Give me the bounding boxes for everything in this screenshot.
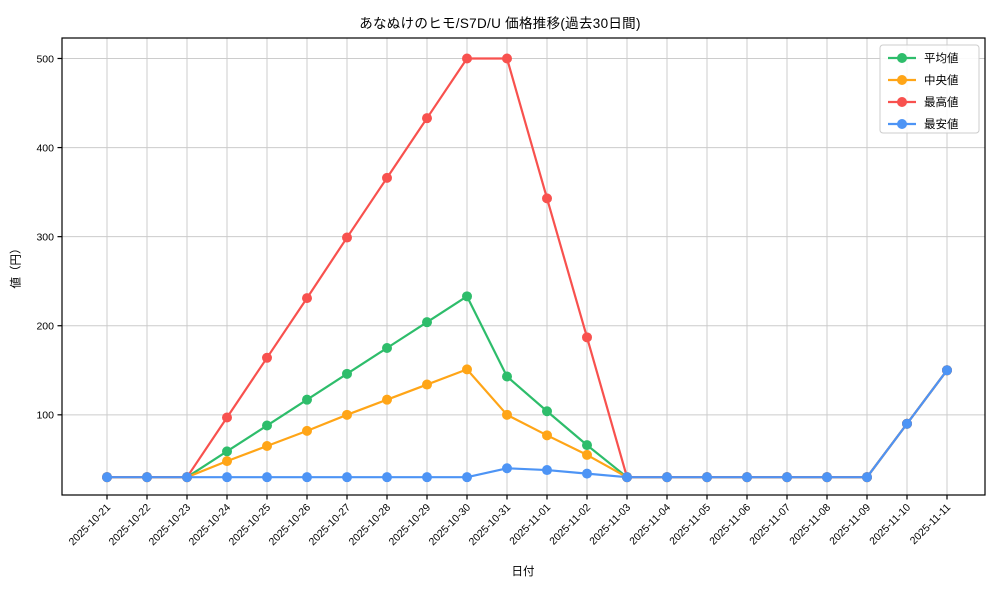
data-point-series-1 <box>502 409 512 420</box>
data-point-series-2 <box>422 113 432 124</box>
x-tick-label: 2025-10-27 <box>307 502 354 549</box>
series-line-3 <box>105 369 949 479</box>
x-tick-label: 2025-11-01 <box>507 502 553 548</box>
series-line-0 <box>105 295 949 479</box>
data-point-series-3 <box>502 463 512 474</box>
x-tick-label: 2025-10-23 <box>147 502 194 549</box>
data-point-series-2 <box>462 53 472 64</box>
x-tick-label: 2025-11-11 <box>908 502 953 547</box>
legend-swatch-marker-1 <box>897 75 907 85</box>
data-point-series-3 <box>262 472 272 483</box>
chart-title: あなぬけのヒモ/S7D/U 価格推移(過去30日間) <box>359 16 641 31</box>
legend-label-2: 最高値 <box>924 95 959 109</box>
data-point-series-2 <box>342 232 352 243</box>
x-tick-label: 2025-11-08 <box>787 502 833 548</box>
x-tick-label: 2025-11-04 <box>627 502 673 548</box>
legend-label-3: 最安値 <box>924 117 959 131</box>
x-axis-label: 日付 <box>511 566 535 578</box>
data-point-series-3 <box>102 472 112 483</box>
data-point-series-3 <box>582 468 592 479</box>
legend-swatch-marker-2 <box>897 97 907 107</box>
data-point-series-3 <box>542 465 552 476</box>
data-point-series-3 <box>222 472 232 483</box>
plot-border <box>61 37 986 496</box>
data-point-series-1 <box>342 409 352 420</box>
data-point-series-3 <box>302 472 312 483</box>
x-tick-label: 2025-10-31 <box>467 502 514 549</box>
data-point-series-0 <box>382 343 392 354</box>
data-point-series-2 <box>382 172 392 183</box>
data-point-series-2 <box>542 193 552 204</box>
y-tick-label: 100 <box>36 410 54 422</box>
data-point-series-3 <box>822 472 832 483</box>
x-tick-label: 2025-11-06 <box>707 502 753 548</box>
data-point-series-0 <box>262 420 272 431</box>
data-point-series-1 <box>422 379 432 390</box>
data-point-series-0 <box>542 406 552 417</box>
data-point-series-0 <box>502 371 512 382</box>
data-point-series-3 <box>862 472 872 483</box>
data-point-series-3 <box>742 472 752 483</box>
data-point-series-3 <box>622 472 632 483</box>
data-point-series-1 <box>302 425 312 436</box>
data-point-series-1 <box>382 394 392 405</box>
data-point-series-1 <box>222 456 232 467</box>
data-point-series-2 <box>582 332 592 343</box>
y-axis-label: 値（円） <box>10 242 23 289</box>
x-tick-label: 2025-11-09 <box>827 502 873 548</box>
x-tick-label: 2025-11-02 <box>547 502 593 548</box>
series-line-1 <box>105 368 949 479</box>
x-tick-label: 2025-10-26 <box>267 502 314 549</box>
x-tick-label: 2025-11-03 <box>587 502 633 548</box>
data-point-series-2 <box>502 53 512 64</box>
data-point-series-1 <box>262 441 272 452</box>
legend-label-0: 平均値 <box>924 52 959 65</box>
data-point-series-3 <box>422 472 432 483</box>
data-point-series-2 <box>222 412 232 423</box>
y-tick-label: 200 <box>36 321 54 333</box>
y-tick-label: 300 <box>36 231 54 243</box>
x-tick-label: 2025-11-10 <box>867 502 913 548</box>
data-point-series-1 <box>582 449 592 460</box>
x-tick-label: 2025-10-25 <box>227 502 274 549</box>
data-point-series-3 <box>342 472 352 483</box>
x-tick-label: 2025-10-29 <box>387 502 434 549</box>
data-point-series-0 <box>422 317 432 328</box>
data-point-series-3 <box>782 472 792 483</box>
data-point-series-0 <box>302 394 312 405</box>
data-point-series-3 <box>662 472 672 483</box>
legend-box <box>879 44 980 134</box>
legend-label-1: 中央値 <box>924 74 959 87</box>
data-point-series-2 <box>262 352 272 363</box>
data-point-series-3 <box>182 472 192 483</box>
legend-swatch-marker-3 <box>897 119 907 129</box>
data-point-series-3 <box>702 472 712 483</box>
legend-swatch-marker-0 <box>897 53 907 63</box>
x-tick-label: 2025-10-21 <box>67 502 114 549</box>
data-point-series-3 <box>382 472 392 483</box>
data-point-series-3 <box>942 365 952 376</box>
x-tick-label: 2025-11-05 <box>667 502 713 548</box>
x-tick-label: 2025-10-22 <box>107 502 154 549</box>
data-point-series-0 <box>342 368 352 379</box>
y-tick-label: 500 <box>36 53 54 65</box>
y-tick-label: 400 <box>36 142 54 154</box>
data-point-series-3 <box>902 418 912 429</box>
data-point-series-0 <box>222 446 232 457</box>
x-tick-label: 2025-10-30 <box>427 502 474 549</box>
x-tick-label: 2025-10-28 <box>347 502 394 549</box>
data-point-series-3 <box>462 472 472 483</box>
data-point-series-1 <box>462 364 472 375</box>
data-point-series-3 <box>142 472 152 483</box>
x-tick-label: 2025-11-07 <box>747 502 793 548</box>
data-point-series-2 <box>302 293 312 304</box>
x-tick-label: 2025-10-24 <box>187 502 234 549</box>
data-point-series-0 <box>462 291 472 302</box>
data-point-series-0 <box>582 440 592 451</box>
data-point-series-1 <box>542 430 552 441</box>
